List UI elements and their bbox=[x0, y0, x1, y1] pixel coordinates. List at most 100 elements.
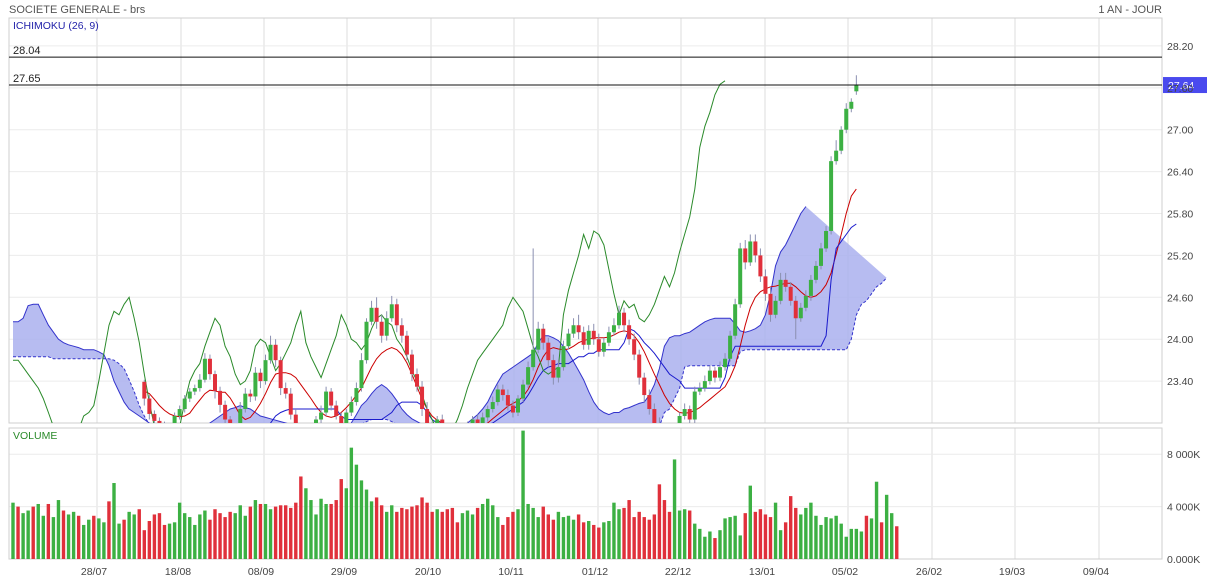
candle-body bbox=[187, 391, 192, 399]
candle-body bbox=[197, 379, 202, 389]
ichimoku-lines bbox=[13, 80, 857, 423]
candle-body bbox=[207, 358, 212, 375]
volume-bar bbox=[228, 511, 232, 559]
panel-frames bbox=[8, 17, 1163, 560]
volume-bar bbox=[82, 524, 86, 559]
volume-bar bbox=[304, 488, 308, 559]
candle-body bbox=[480, 417, 485, 423]
candle-body bbox=[596, 339, 601, 352]
candle-body bbox=[561, 346, 566, 368]
volume-bar bbox=[147, 521, 152, 559]
volume-bar bbox=[531, 507, 535, 559]
candle-body bbox=[668, 437, 672, 440]
candle-body bbox=[571, 325, 576, 334]
kijun-sen-line bbox=[270, 223, 857, 423]
candle-body bbox=[541, 328, 546, 343]
volume-bar bbox=[602, 522, 606, 559]
volume-bar bbox=[223, 517, 227, 559]
candle-body bbox=[793, 300, 798, 319]
volume-bar bbox=[425, 502, 429, 559]
volume-bar bbox=[344, 488, 348, 559]
candle-body bbox=[546, 342, 551, 361]
x-tick-label: 18/08 bbox=[165, 566, 191, 578]
volume-tick-label: 8 000K bbox=[1167, 449, 1200, 461]
candle-body bbox=[163, 424, 167, 430]
candle-body bbox=[177, 409, 182, 417]
candle-body bbox=[329, 391, 334, 406]
volume-bar bbox=[117, 523, 121, 559]
volume-tick-label: 4 000K bbox=[1167, 502, 1200, 514]
candle-body bbox=[233, 426, 237, 440]
candle-body bbox=[142, 381, 147, 399]
candle-body bbox=[632, 339, 637, 355]
volume-bar bbox=[566, 515, 571, 559]
candle-body bbox=[673, 430, 677, 440]
candle-body bbox=[339, 416, 344, 423]
candle-body bbox=[551, 360, 556, 378]
candle-body bbox=[652, 409, 657, 423]
volume-bar bbox=[213, 509, 217, 559]
instrument-title: SOCIETE GENERALE - brs bbox=[9, 4, 146, 16]
volume-bar bbox=[667, 511, 672, 559]
candle-body bbox=[829, 161, 834, 231]
volume-bar bbox=[819, 524, 823, 559]
volume-bar bbox=[693, 523, 697, 559]
volume-bar bbox=[278, 505, 283, 559]
volume-bar bbox=[430, 511, 434, 559]
volume-bar bbox=[708, 531, 712, 559]
candle-body bbox=[819, 248, 823, 266]
volume-bar bbox=[162, 524, 167, 559]
candle-body bbox=[475, 419, 480, 423]
volume-bar bbox=[56, 500, 61, 559]
volume-bar bbox=[470, 514, 475, 559]
candle-body bbox=[707, 370, 712, 382]
volume-bar bbox=[167, 523, 172, 559]
volume-bar bbox=[369, 501, 374, 559]
volume-bar bbox=[849, 528, 853, 559]
volume-bar bbox=[334, 500, 338, 559]
candle-body bbox=[768, 293, 773, 315]
volume-bar bbox=[768, 517, 773, 559]
candle-body bbox=[500, 389, 505, 396]
chikou-span-line bbox=[13, 80, 726, 423]
volume-bar bbox=[405, 509, 409, 559]
candle-body bbox=[606, 332, 611, 343]
candle-body bbox=[758, 255, 763, 277]
candle-body bbox=[743, 248, 748, 263]
volume-bar bbox=[263, 503, 268, 559]
candle-body bbox=[213, 374, 217, 391]
candle-body bbox=[304, 440, 308, 443]
price-tick-label: 26.40 bbox=[1167, 167, 1193, 179]
volume-bar bbox=[794, 507, 798, 559]
volume-bar bbox=[799, 514, 803, 559]
volume-bar bbox=[390, 505, 394, 559]
candle-body bbox=[364, 321, 369, 361]
volume-bar bbox=[475, 507, 480, 559]
candle-body bbox=[379, 321, 384, 336]
candle-body bbox=[182, 398, 187, 410]
candle-body bbox=[490, 402, 495, 410]
volume-bar bbox=[884, 494, 889, 559]
volume-bar bbox=[36, 503, 40, 559]
volume-bar bbox=[859, 531, 864, 559]
candle-body bbox=[576, 325, 581, 333]
volume-bar bbox=[480, 503, 485, 559]
volume-bar bbox=[496, 517, 500, 559]
volume-bar bbox=[142, 530, 146, 559]
cloud-area bbox=[13, 206, 887, 423]
x-tick-label: 01/12 bbox=[582, 566, 608, 578]
volume-bar bbox=[824, 517, 828, 559]
volume-bar bbox=[713, 538, 717, 559]
volume-bar bbox=[41, 515, 45, 559]
volume-bar bbox=[556, 511, 561, 559]
candle-body bbox=[399, 325, 404, 336]
candle-body bbox=[495, 389, 500, 403]
volume-bar bbox=[617, 509, 621, 559]
candle-body bbox=[662, 433, 666, 436]
volume-bar bbox=[203, 510, 207, 559]
volume-bar bbox=[592, 524, 596, 559]
volume-bar bbox=[723, 518, 727, 559]
x-tick-label: 22/12 bbox=[665, 566, 691, 578]
volume-bar bbox=[319, 498, 323, 559]
